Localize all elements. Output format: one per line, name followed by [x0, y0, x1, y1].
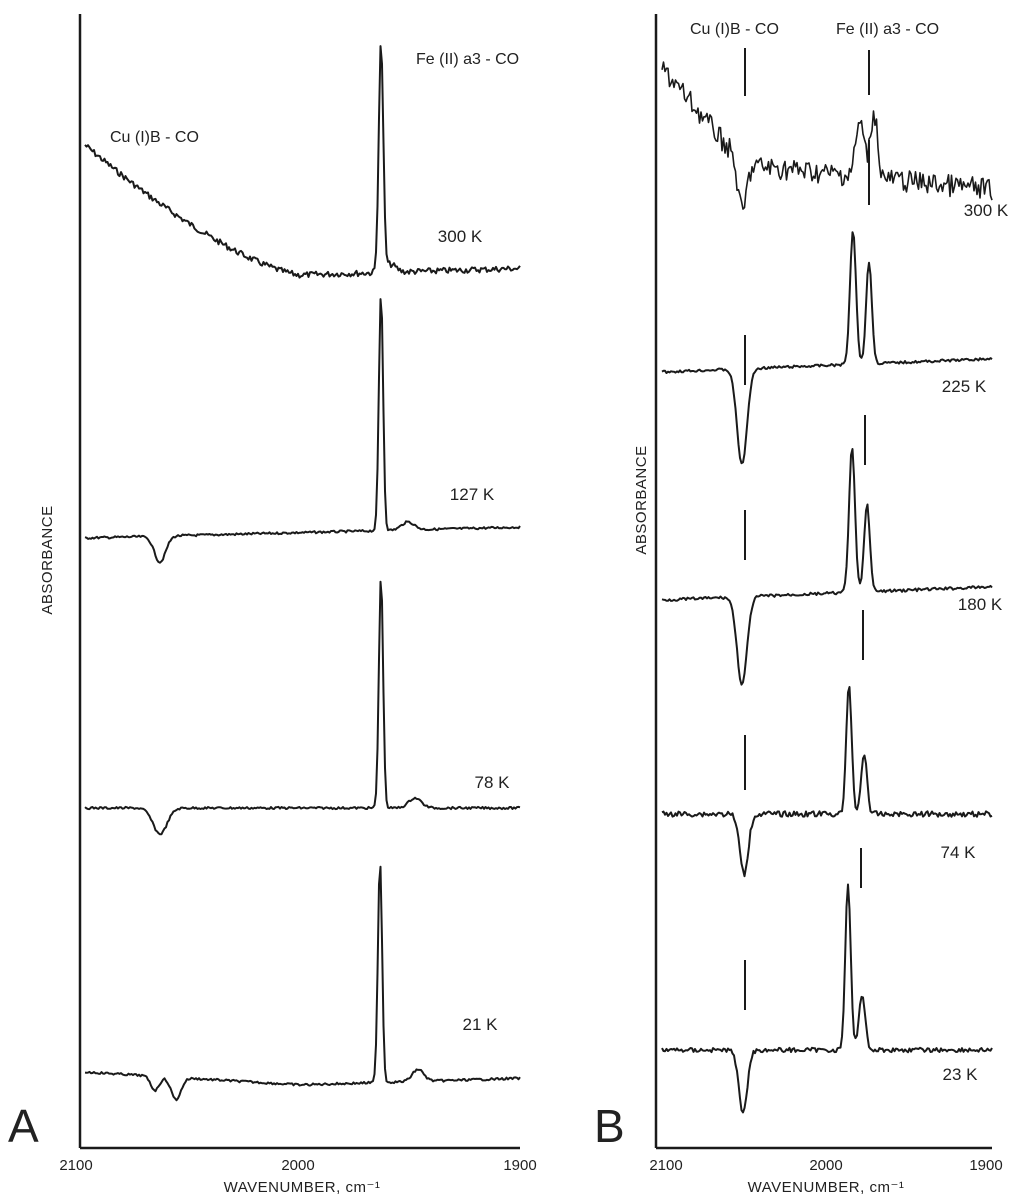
panel-b-trace-225k: [661, 231, 993, 465]
panel-b-temp-180k: 180 K: [958, 595, 1003, 614]
panel-b: B ABSORBANCE 2100 2000 1900 WAVENUMBER, …: [594, 14, 1009, 1196]
panel-a-tick-1900: 1900: [503, 1157, 536, 1174]
panel-b-trace-300k: [661, 61, 993, 210]
panel-b-temp-300k: 300 K: [964, 201, 1009, 220]
panel-a-temp-127k: 127 K: [450, 485, 495, 504]
panel-a-x-label: WAVENUMBER, cm⁻¹: [224, 1179, 381, 1196]
panel-b-temp-74k: 74 K: [941, 843, 977, 862]
panel-a-y-label: ABSORBANCE: [39, 505, 56, 614]
panel-b-temp-23k: 23 K: [943, 1065, 979, 1084]
panel-a-trace-300k: [84, 45, 521, 279]
panel-b-x-label: WAVENUMBER, cm⁻¹: [748, 1179, 905, 1196]
panel-b-fe-label: Fe (II) a3 - CO: [836, 21, 939, 38]
panel-a-trace-21k: [84, 865, 521, 1102]
panel-b-trace-180k: [661, 448, 993, 686]
panel-a-letter: A: [8, 1100, 39, 1152]
panel-a-trace-78k: [84, 580, 521, 836]
panel-a-temp-78k: 78 K: [475, 773, 511, 792]
panel-b-y-label: ABSORBANCE: [633, 445, 650, 554]
panel-b-tick-1900: 1900: [969, 1157, 1002, 1174]
panel-b-trace-74k: [661, 686, 993, 878]
panel-b-trace-23k: [661, 883, 993, 1114]
panel-a-fe-label: Fe (II) a3 - CO: [416, 51, 519, 68]
panel-a-temp-21k: 21 K: [463, 1015, 499, 1034]
panel-a: A ABSORBANCE 2100 2000 1900 WAVENUMBER, …: [8, 14, 537, 1196]
panel-a-trace-127k: [84, 298, 521, 564]
panel-b-cu-label: Cu (I)B - CO: [690, 21, 779, 38]
panel-b-tick-2100: 2100: [649, 1157, 682, 1174]
panel-a-cu-label: Cu (I)B - CO: [110, 129, 199, 146]
panel-a-tick-2100: 2100: [59, 1157, 92, 1174]
panel-b-tick-2000: 2000: [809, 1157, 842, 1174]
panel-a-tick-2000: 2000: [281, 1157, 314, 1174]
panel-b-temp-225k: 225 K: [942, 377, 987, 396]
panel-b-letter: B: [594, 1100, 625, 1152]
panel-a-temp-300k: 300 K: [438, 227, 483, 246]
